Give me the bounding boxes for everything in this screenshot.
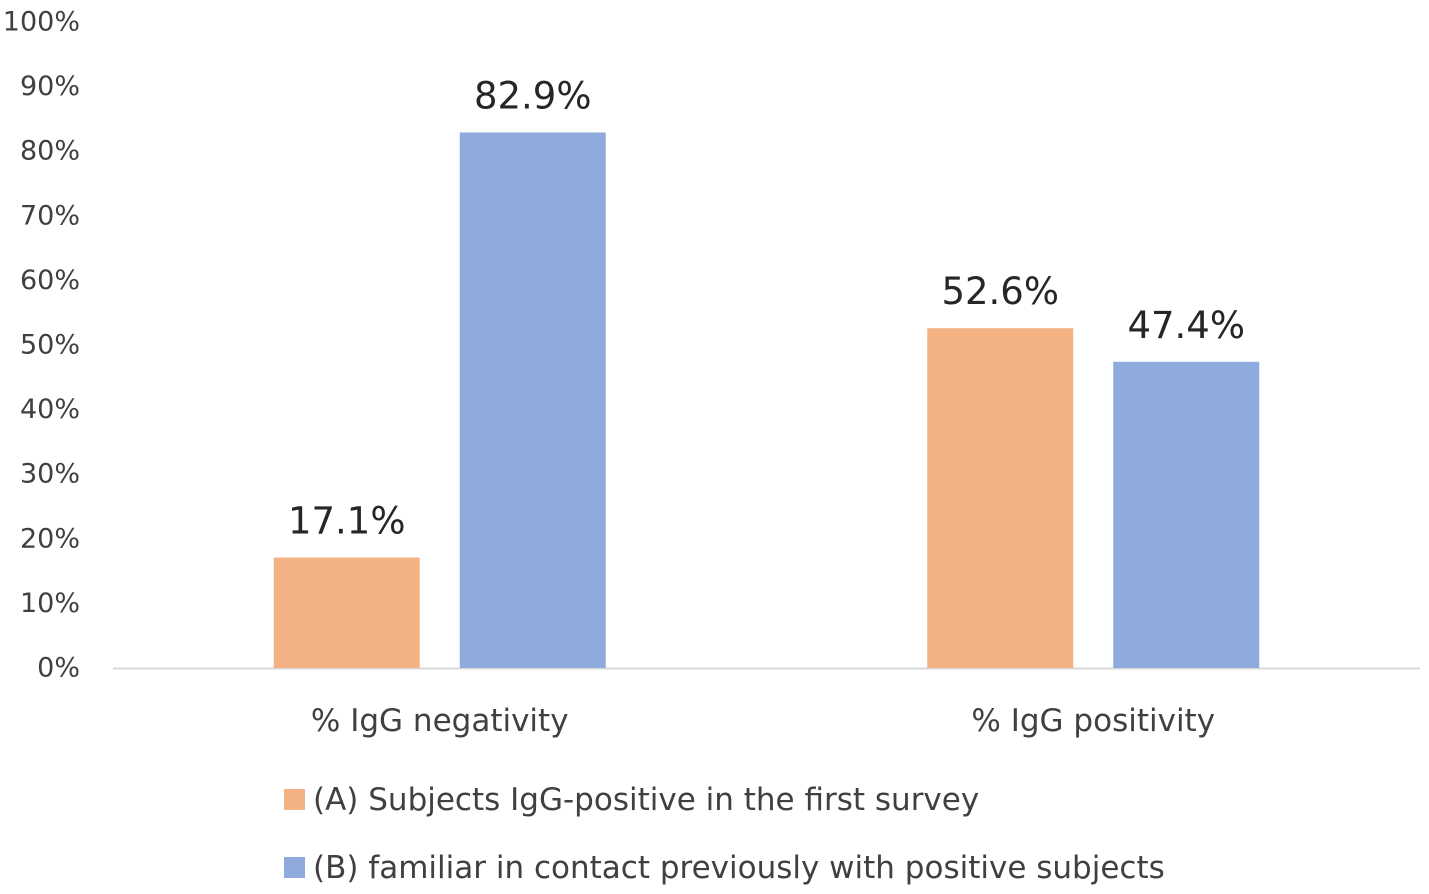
data-label: 52.6% — [941, 270, 1059, 313]
bar — [1113, 361, 1260, 668]
y-tick-label: 10% — [20, 588, 80, 619]
y-tick-label: 0% — [37, 653, 80, 684]
bar — [273, 557, 420, 668]
data-label: 17.1% — [288, 500, 406, 543]
y-tick-label: 30% — [20, 459, 80, 490]
y-tick-label: 40% — [20, 394, 80, 425]
x-category-label: % IgG negativity — [311, 703, 569, 739]
y-tick-label: 60% — [20, 265, 80, 296]
data-label: 47.4% — [1127, 304, 1245, 347]
y-tick-label: 90% — [20, 71, 80, 102]
x-axis: % IgG negativity % IgG positivity — [311, 703, 1215, 739]
legend: (A) Subjects IgG-positive in the first s… — [284, 782, 1165, 886]
legend-swatch — [284, 857, 305, 878]
legend-swatch — [284, 789, 305, 810]
y-axis: 0% 10% 20% 30% 40% 50% 60% 70% 80% 90% 100% — [3, 7, 80, 684]
y-tick-label: 100% — [3, 7, 80, 38]
y-tick-label: 70% — [20, 200, 80, 231]
y-tick-label: 80% — [20, 136, 80, 167]
x-category-label: % IgG positivity — [971, 703, 1215, 739]
y-tick-label: 20% — [20, 523, 80, 554]
legend-label: (B) familiar in contact previously with … — [313, 850, 1165, 886]
legend-label: (A) Subjects IgG-positive in the first s… — [313, 782, 979, 818]
bars — [273, 132, 1260, 668]
data-labels: 17.1% 82.9% 52.6% 47.4% — [288, 74, 1245, 542]
data-label: 82.9% — [474, 74, 592, 117]
bar — [459, 132, 606, 668]
bar — [927, 328, 1074, 668]
y-tick-label: 50% — [20, 330, 80, 361]
